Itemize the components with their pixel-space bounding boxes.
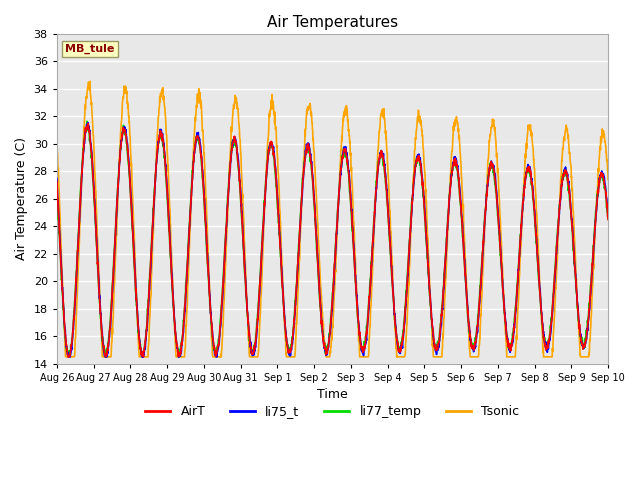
Line: Tsonic: Tsonic xyxy=(57,82,608,357)
li77_temp xyxy=(207,314,215,320)
Line: li77_temp: li77_temp xyxy=(57,121,608,357)
AirT xyxy=(556,200,564,206)
Tsonic xyxy=(604,177,612,182)
Tsonic xyxy=(207,321,215,327)
li75_t xyxy=(556,198,564,204)
li75_t xyxy=(361,345,369,351)
AirT xyxy=(493,199,501,205)
AirT xyxy=(84,120,92,126)
li75_t xyxy=(493,195,501,201)
Y-axis label: Air Temperature (C): Air Temperature (C) xyxy=(15,137,28,260)
Text: MB_tule: MB_tule xyxy=(65,44,115,54)
AirT xyxy=(207,314,215,320)
Title: Air Temperatures: Air Temperatures xyxy=(267,15,398,30)
Tsonic xyxy=(349,196,356,202)
AirT xyxy=(53,179,61,184)
Line: AirT: AirT xyxy=(57,123,608,357)
Legend: AirT, li75_t, li77_temp, Tsonic: AirT, li75_t, li77_temp, Tsonic xyxy=(140,400,524,423)
li75_t xyxy=(604,214,612,220)
Tsonic xyxy=(572,250,579,255)
AirT xyxy=(65,354,72,360)
Tsonic xyxy=(493,154,501,159)
li77_temp xyxy=(361,340,369,346)
li77_temp xyxy=(53,187,61,193)
li75_t xyxy=(349,225,356,231)
li77_temp xyxy=(65,354,73,360)
Tsonic xyxy=(86,79,94,84)
Tsonic xyxy=(361,354,369,360)
AirT xyxy=(604,216,612,222)
li75_t xyxy=(84,120,92,125)
AirT xyxy=(349,229,356,235)
li77_temp xyxy=(604,216,612,222)
X-axis label: Time: Time xyxy=(317,388,348,401)
AirT xyxy=(572,268,579,274)
li75_t xyxy=(66,354,74,360)
li77_temp xyxy=(83,119,91,124)
Tsonic xyxy=(556,198,564,204)
li75_t xyxy=(207,312,215,317)
AirT xyxy=(361,343,369,348)
li77_temp xyxy=(493,201,501,206)
li75_t xyxy=(572,266,579,272)
li77_temp xyxy=(556,203,564,208)
li77_temp xyxy=(349,236,356,241)
Line: li75_t: li75_t xyxy=(57,122,608,357)
li77_temp xyxy=(572,273,579,279)
Tsonic xyxy=(62,354,70,360)
Tsonic xyxy=(53,138,61,144)
li75_t xyxy=(53,176,61,181)
